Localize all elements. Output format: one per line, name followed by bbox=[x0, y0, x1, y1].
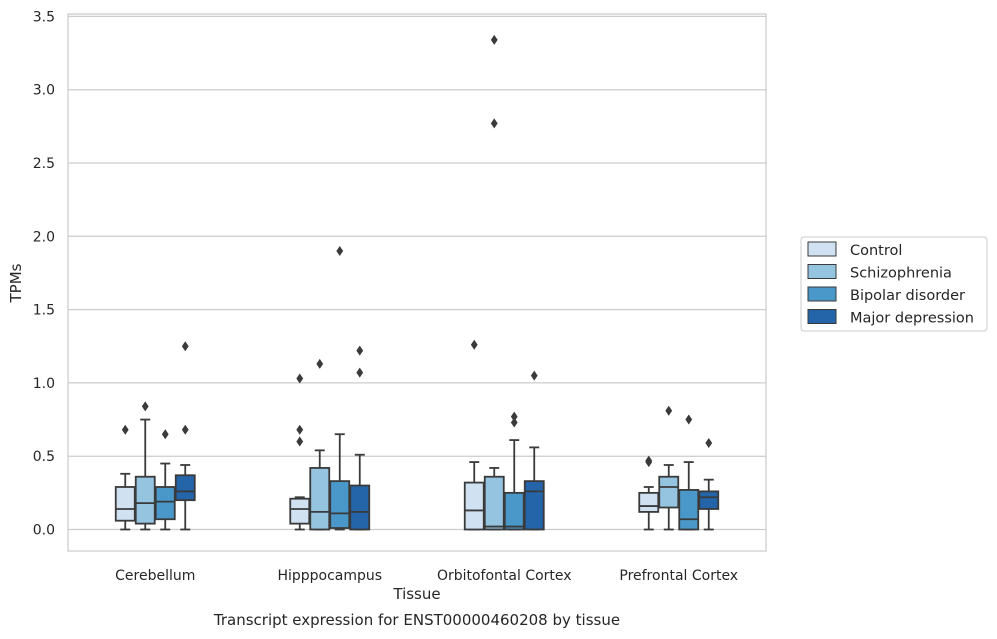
y-tick-label: 1.5 bbox=[33, 303, 55, 319]
outlier-point bbox=[336, 245, 344, 256]
box-1-2 bbox=[329, 245, 351, 531]
box-iqr bbox=[174, 474, 196, 502]
legend-frame bbox=[800, 236, 988, 332]
outlier-point bbox=[181, 424, 189, 435]
box-1-3 bbox=[349, 345, 371, 531]
outlier-point bbox=[470, 339, 478, 350]
box-2-2 bbox=[503, 411, 525, 531]
outlier-point bbox=[296, 436, 304, 447]
plot-frame bbox=[67, 13, 767, 552]
box-0-1 bbox=[134, 401, 156, 531]
legend-swatch bbox=[807, 286, 837, 302]
legend-label: Bipolar disorder bbox=[850, 288, 965, 304]
y-tick-label: 3.0 bbox=[33, 83, 55, 99]
outlier-point bbox=[356, 345, 364, 356]
plot-boxes bbox=[114, 34, 720, 531]
legend-swatch bbox=[807, 309, 837, 324]
legend-swatch bbox=[807, 241, 837, 257]
x-tick-label: Hipppocampus bbox=[277, 568, 382, 584]
y-tick-labels: 0.0 0.5 1.0 1.5 2.0 2.5 3.0 3.5 bbox=[33, 9, 55, 538]
legend-label: Major depression bbox=[850, 311, 974, 327]
box-3-1 bbox=[658, 405, 680, 531]
box-3-2 bbox=[678, 414, 700, 531]
box-iqr bbox=[638, 491, 660, 513]
box-iqr bbox=[463, 481, 485, 531]
outlier-point bbox=[296, 424, 304, 435]
box-iqr bbox=[658, 475, 680, 509]
box-iqr bbox=[483, 475, 505, 531]
box-0-0 bbox=[114, 424, 136, 531]
box-iqr bbox=[503, 491, 525, 531]
outlier-point bbox=[161, 429, 169, 440]
outlier-point bbox=[141, 401, 149, 412]
box-iqr bbox=[678, 489, 700, 531]
x-tick-labels: Cerebellum Hipppocampus Orbitofontal Corte… bbox=[115, 568, 738, 584]
box-1-1 bbox=[309, 358, 331, 531]
box-iqr bbox=[289, 497, 311, 525]
x-tick-label: Cerebellum bbox=[115, 568, 195, 584]
box-iqr bbox=[309, 467, 331, 531]
outlier-point bbox=[490, 118, 498, 129]
outlier-point bbox=[316, 358, 324, 369]
outlier-point bbox=[356, 367, 364, 378]
x-tick-label: Orbitofontal Cortex bbox=[437, 568, 572, 584]
y-tick-label: 3.5 bbox=[33, 9, 55, 25]
legend: Control Schizophrenia Bipolar disorder Majo… bbox=[800, 236, 988, 332]
y-tick-label: 1.0 bbox=[33, 376, 55, 392]
outlier-point bbox=[490, 34, 498, 45]
x-axis-label: Tissue bbox=[392, 585, 440, 603]
legend-swatch bbox=[807, 264, 837, 279]
y-tick-label: 0.5 bbox=[33, 449, 55, 465]
box-3-0 bbox=[638, 455, 660, 531]
box-iqr bbox=[134, 475, 156, 525]
chart-caption: Transcript expression for ENST0000046020… bbox=[213, 611, 620, 629]
y-tick-label: 0.0 bbox=[33, 523, 55, 539]
outlier-point bbox=[181, 341, 189, 352]
box-iqr bbox=[329, 480, 351, 529]
box-iqr bbox=[523, 480, 545, 531]
box-0-2 bbox=[154, 429, 176, 531]
outlier-point bbox=[645, 455, 653, 466]
outlier-point bbox=[705, 438, 713, 449]
box-iqr bbox=[154, 486, 176, 521]
legend-label: Schizophrenia bbox=[850, 266, 952, 282]
box-2-3 bbox=[523, 370, 545, 531]
box-2-0 bbox=[463, 339, 485, 531]
box-iqr bbox=[114, 486, 136, 522]
box-1-0 bbox=[289, 373, 311, 531]
box-iqr bbox=[349, 484, 371, 531]
x-tick-label: Prefrontal Cortex bbox=[619, 568, 738, 584]
box-0-3 bbox=[174, 341, 196, 531]
box-3-3 bbox=[698, 438, 720, 531]
outlier-point bbox=[296, 373, 304, 384]
outlier-point bbox=[510, 411, 518, 422]
legend-label: Control bbox=[850, 243, 902, 259]
y-axis-label: TPMs bbox=[7, 263, 25, 303]
outlier-point bbox=[530, 370, 538, 381]
box-iqr bbox=[698, 490, 720, 510]
outlier-point bbox=[510, 417, 518, 428]
outlier-point bbox=[121, 424, 129, 435]
outlier-point bbox=[665, 405, 673, 416]
y-tick-label: 2.5 bbox=[33, 156, 55, 172]
box-2-1 bbox=[483, 34, 505, 531]
y-tick-label: 2.0 bbox=[33, 229, 55, 245]
outlier-point bbox=[685, 414, 693, 425]
